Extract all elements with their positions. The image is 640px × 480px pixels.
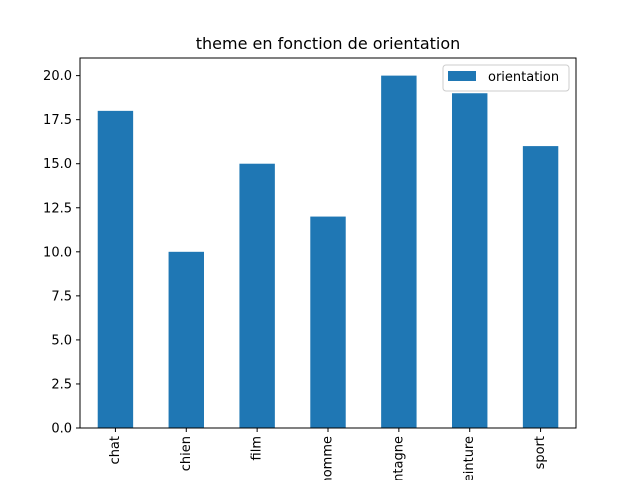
x-tick-label-chien: chien [179,436,194,471]
y-tick-label: 17.5 [43,113,72,128]
x-axis: chat chien film homme montagne peinture sport [108,428,548,480]
y-tick-label: 0.0 [51,422,72,437]
y-tick-label: 15.0 [43,157,72,172]
chart-title: theme en fonction de orientation [196,34,461,53]
x-tick-label-montagne: montagne [391,436,406,480]
bar-homme [310,216,346,428]
legend: orientation [442,64,570,92]
legend-swatch [448,71,476,81]
bar-montagne [381,75,417,429]
legend-label: orientation [488,70,559,85]
x-tick-label-homme: homme [321,436,336,480]
y-tick-label: 5.0 [51,333,72,348]
y-tick-label: 2.5 [51,377,72,392]
x-tick-label-film: film [250,436,265,460]
y-tick-label: 20.0 [43,69,72,84]
x-tick-label-peinture: peinture [462,436,477,480]
y-tick-label: 12.5 [43,201,72,216]
bar-sport [522,146,559,428]
bars-layer [97,75,559,429]
plot-frame [79,57,577,429]
bar-film [239,163,275,428]
x-tick-label-sport: sport [533,436,548,469]
bar-peinture [452,93,488,429]
x-tick-label-chat: chat [108,436,123,464]
bar-chat [97,110,134,429]
bar-chien [168,251,204,428]
y-tick-label: 10.0 [43,245,72,260]
y-tick-label: 7.5 [51,289,72,304]
y-axis: 0.0 2.5 5.0 7.5 10.0 12.5 15.0 17.5 20.0 [43,69,80,437]
